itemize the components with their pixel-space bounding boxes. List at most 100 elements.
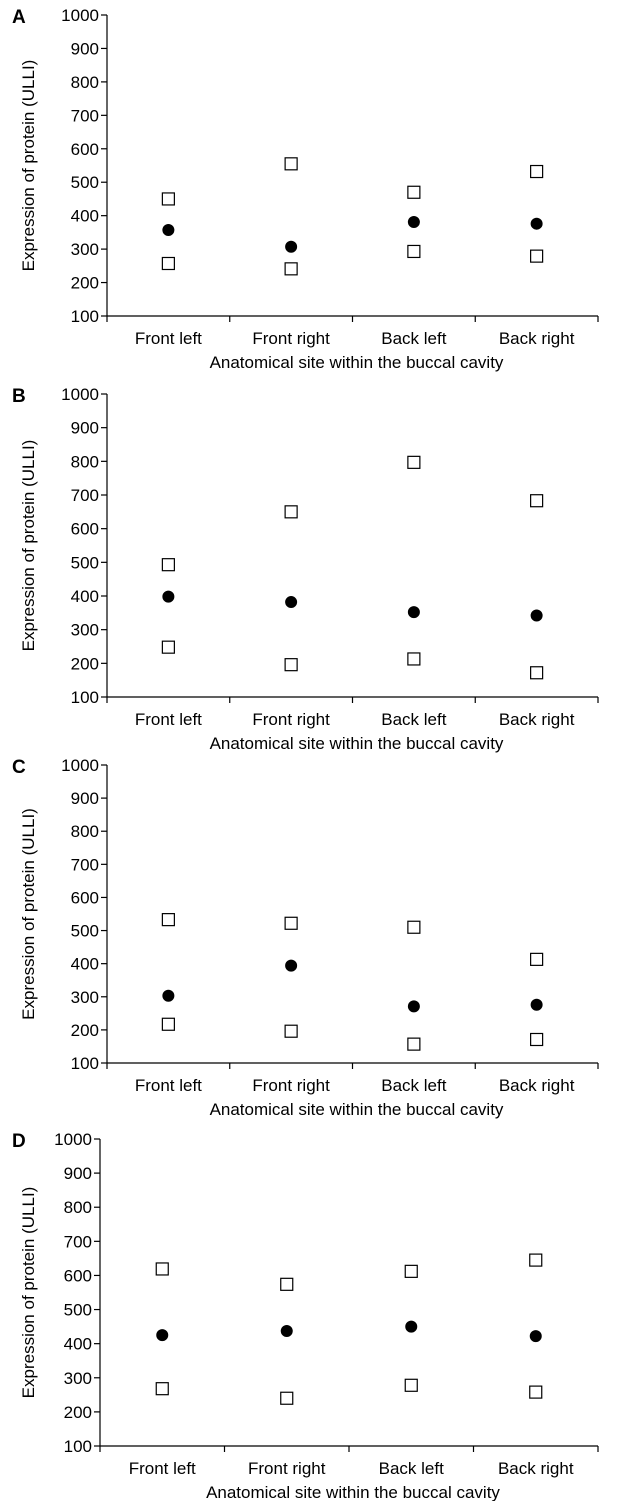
y-tick-label: 400 — [64, 1335, 92, 1354]
x-axis-title: Anatomical site within the buccal cavity — [210, 734, 504, 753]
data-point-lower — [284, 658, 298, 672]
x-axis-title: Anatomical site within the buccal cavity — [210, 353, 504, 372]
data-point-upper — [161, 913, 175, 927]
panel-letter: D — [12, 1131, 26, 1152]
x-tick-label: Back left — [381, 329, 446, 348]
data-point-mean — [529, 1330, 542, 1343]
data-point-upper — [155, 1262, 169, 1276]
x-axis-title: Anatomical site within the buccal cavity — [210, 1100, 504, 1119]
y-tick-label: 200 — [71, 654, 99, 673]
x-tick-label: Back left — [381, 1076, 446, 1095]
y-tick-label: 700 — [64, 1232, 92, 1251]
y-tick-label: 400 — [71, 955, 99, 974]
data-point-lower — [407, 244, 421, 259]
data-point-mean — [162, 989, 175, 1002]
data-point-upper — [284, 157, 298, 171]
data-point-upper — [530, 952, 544, 966]
data-point-lower — [530, 666, 544, 680]
x-tick-label: Back right — [499, 710, 575, 729]
data-point-mean — [285, 959, 298, 972]
y-tick-label: 900 — [64, 1164, 92, 1183]
data-point-upper — [407, 455, 421, 469]
data-point-lower — [155, 1382, 169, 1396]
y-tick-label: 800 — [71, 452, 99, 471]
y-tick-label: 600 — [71, 888, 99, 907]
chart-panel-b: B 100 200 300 400 500 600 700 800 900 1000 Front le… — [12, 385, 599, 753]
x-tick-label: Front left — [135, 329, 202, 348]
data-point-mean — [530, 217, 543, 230]
data-point-lower — [407, 652, 421, 666]
data-point-mean — [156, 1329, 169, 1342]
y-tick-label: 500 — [64, 1301, 92, 1320]
y-tick-label: 1000 — [61, 6, 99, 25]
y-tick-label: 800 — [71, 822, 99, 841]
x-tick-label: Front left — [135, 1076, 202, 1095]
x-tick-label: Back right — [498, 1459, 574, 1478]
data-point-upper — [404, 1264, 418, 1278]
y-tick-label: 600 — [64, 1266, 92, 1285]
data-point-lower — [161, 640, 175, 654]
data-point-mean — [405, 1320, 418, 1333]
y-tick-label: 200 — [64, 1403, 92, 1422]
x-tick-label: Front left — [129, 1459, 196, 1478]
data-point-mean — [285, 596, 298, 609]
data-point-mean — [407, 606, 420, 619]
x-tick-label: Front left — [135, 710, 202, 729]
y-tick-label: 500 — [71, 922, 99, 941]
data-point-lower — [529, 1385, 543, 1399]
x-axis-title: Anatomical site within the buccal cavity — [206, 1483, 500, 1501]
y-axis-title: Expression of protein (ULLI) — [19, 60, 38, 272]
y-tick-label: 400 — [71, 207, 99, 226]
y-tick-label: 1000 — [54, 1130, 92, 1149]
y-tick-label: 400 — [71, 587, 99, 606]
data-point-lower — [280, 1391, 294, 1405]
y-tick-label: 100 — [64, 1437, 92, 1456]
y-tick-label: 1000 — [61, 385, 99, 404]
x-tick-label: Front right — [252, 710, 330, 729]
y-tick-label: 300 — [64, 1369, 92, 1388]
y-tick-label: 600 — [71, 140, 99, 159]
y-tick-label: 100 — [71, 307, 99, 326]
x-tick-label: Back right — [499, 329, 575, 348]
data-point-mean — [407, 216, 420, 229]
data-point-upper — [280, 1277, 294, 1291]
y-axis-title: Expression of protein (ULLI) — [19, 1187, 38, 1399]
y-tick-label: 200 — [71, 274, 99, 293]
data-point-lower — [284, 262, 298, 276]
y-tick-label: 600 — [71, 520, 99, 539]
y-tick-label: 1000 — [61, 756, 99, 775]
data-point-mean — [162, 224, 175, 237]
x-tick-label: Front right — [252, 1076, 330, 1095]
data-point-mean — [162, 590, 175, 603]
y-tick-label: 900 — [71, 419, 99, 438]
panel-letter: B — [12, 386, 26, 407]
x-tick-label: Back left — [379, 1459, 444, 1478]
data-point-mean — [530, 998, 543, 1011]
panel-letter: C — [12, 757, 26, 778]
chart-panel-c: C 100 200 300 400 500 600 700 800 900 1000 Front le… — [12, 756, 599, 1119]
y-tick-label: 500 — [71, 553, 99, 572]
y-tick-label: 900 — [71, 789, 99, 808]
data-point-upper — [530, 494, 544, 508]
y-tick-label: 100 — [71, 688, 99, 707]
y-tick-label: 300 — [71, 621, 99, 640]
x-tick-label: Front right — [252, 329, 330, 348]
data-point-lower — [530, 1032, 544, 1047]
data-point-lower — [530, 249, 544, 263]
y-tick-label: 700 — [71, 106, 99, 125]
chart-panel-d: D 100 200 300 400 500 600 700 800 900 1000 Front le… — [12, 1130, 599, 1501]
data-point-upper — [407, 185, 421, 199]
data-point-lower — [161, 1017, 175, 1031]
y-tick-label: 200 — [71, 1021, 99, 1040]
data-point-lower — [407, 1037, 421, 1051]
data-point-upper — [407, 920, 421, 934]
x-tick-label: Back left — [381, 710, 446, 729]
y-tick-label: 300 — [71, 240, 99, 259]
y-axis-title: Expression of protein (ULLI) — [19, 440, 38, 652]
y-tick-label: 800 — [64, 1198, 92, 1217]
data-point-upper — [161, 558, 175, 572]
data-point-upper — [530, 164, 544, 179]
y-tick-label: 300 — [71, 988, 99, 1007]
data-point-upper — [284, 916, 298, 930]
